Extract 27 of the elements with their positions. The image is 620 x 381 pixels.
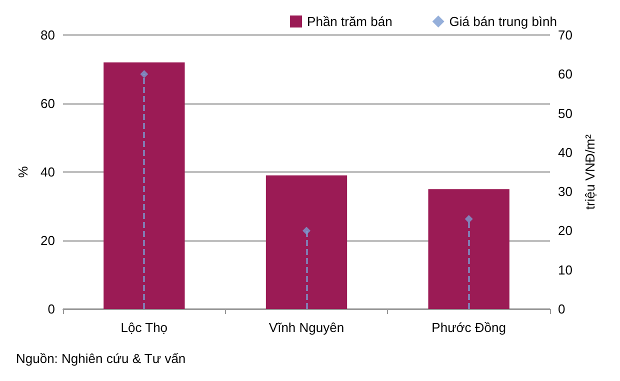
y-tick-label: 60 — [40, 96, 55, 111]
y2-tick-label: 40 — [558, 144, 572, 160]
y2-tick-label: 20 — [558, 223, 572, 238]
y-tick-label: 40 — [40, 164, 55, 180]
y2-axis-title: triệu VNĐ/m² — [582, 134, 598, 210]
y-axis-title: % — [16, 166, 31, 178]
point — [140, 70, 148, 78]
legend-label: Giá bán trung bình — [449, 14, 558, 29]
bar — [428, 189, 510, 309]
y2-tick-label: 30 — [558, 184, 572, 200]
y-tick-label: 20 — [40, 233, 55, 248]
text: Nguồn: Nghiên cứu & Tư vấn — [16, 351, 186, 366]
y-tick-label: 80 — [40, 28, 55, 42]
x-tick-label: Phước Đồng — [432, 320, 506, 335]
x-tick-label: Lộc Thọ — [120, 320, 168, 335]
y2-tick-label: 70 — [558, 28, 572, 42]
bar — [104, 62, 185, 309]
y-tick-label: 0 — [48, 302, 55, 316]
y2-tick-label: 0 — [558, 302, 566, 316]
y2-tick-label: 10 — [558, 262, 572, 278]
legend-label: Phần trăm bán — [307, 14, 392, 29]
y2-tick-label: 50 — [558, 106, 572, 121]
y2-tick-label: 60 — [558, 66, 572, 82]
bar — [266, 175, 348, 309]
point — [464, 214, 473, 223]
x-tick-label: Vĩnh Nguyên — [268, 320, 344, 335]
point — [302, 226, 310, 235]
